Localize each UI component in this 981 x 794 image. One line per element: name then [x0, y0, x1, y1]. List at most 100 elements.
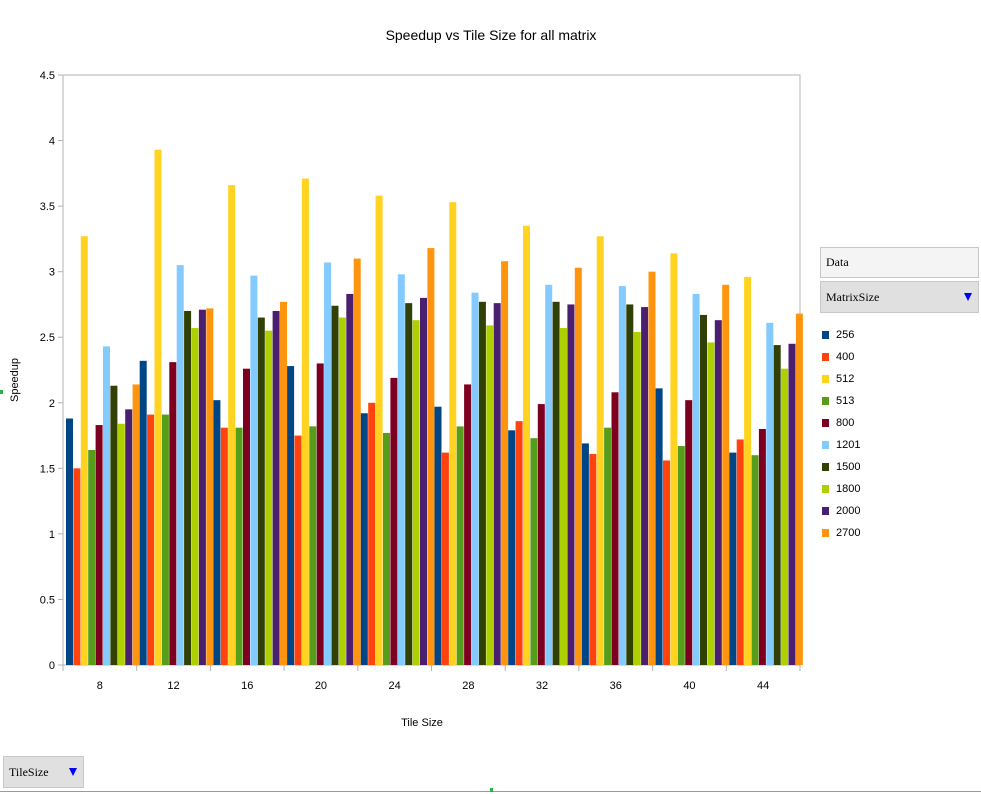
x-tick-label: 8 — [97, 680, 103, 692]
dropdown-arrow-icon[interactable] — [69, 768, 77, 776]
bar-513-32 — [530, 438, 538, 665]
bar-400-36 — [589, 453, 597, 665]
legend-label: 400 — [836, 351, 855, 363]
legend-item: 800 — [822, 412, 860, 434]
bar-400-20 — [294, 435, 302, 665]
bar-1201-44 — [766, 322, 774, 665]
legend-item: 2000 — [822, 500, 860, 522]
y-tick-label: 3.5 — [40, 201, 55, 213]
pivot-row-field-label: TileSize — [9, 764, 49, 779]
x-tick-label: 32 — [536, 680, 548, 692]
bar-1201-40 — [692, 293, 700, 665]
bar-400-16 — [220, 427, 228, 665]
legend-swatch — [822, 463, 829, 471]
bottom-marker — [490, 788, 493, 792]
x-tick-label: 12 — [167, 680, 179, 692]
y-axis-title: Speedup — [9, 358, 21, 402]
pivot-data-field-label: Data — [826, 255, 849, 269]
x-tick-label: 40 — [683, 680, 695, 692]
bar-1500-24 — [405, 303, 413, 665]
bar-256-28 — [434, 406, 442, 665]
legend-item: 2700 — [822, 522, 860, 544]
legend-swatch — [822, 419, 829, 427]
bar-513-40 — [677, 446, 685, 665]
bar-256-20 — [287, 366, 295, 665]
bar-400-12 — [147, 414, 155, 665]
bar-2700-44 — [795, 313, 803, 665]
y-tick-label: 4 — [49, 136, 55, 148]
bar-1201-32 — [545, 284, 553, 665]
y-tick-label: 3 — [49, 267, 55, 279]
pivot-column-field-label: MatrixSize — [826, 289, 880, 304]
bar-513-44 — [751, 455, 759, 665]
bar-1201-36 — [618, 286, 626, 665]
pivot-row-field-dropdown[interactable]: TileSize — [3, 756, 84, 788]
legend-swatch — [822, 485, 829, 493]
legend-label: 2000 — [836, 505, 861, 517]
bar-513-36 — [604, 427, 612, 665]
bar-512-32 — [523, 225, 530, 665]
pivot-data-field[interactable]: Data — [820, 247, 979, 278]
legend-label: 1800 — [836, 483, 861, 495]
bar-513-28 — [456, 426, 464, 665]
bar-512-16 — [228, 185, 236, 665]
y-tick-label: 2 — [49, 398, 55, 410]
bar-512-8 — [80, 236, 88, 665]
legend-item: 1500 — [822, 456, 860, 478]
bar-513-16 — [235, 427, 243, 665]
y-tick-label: 1 — [49, 529, 55, 541]
bar-256-12 — [139, 360, 147, 665]
bar-513-24 — [383, 432, 390, 665]
bar-1201-8 — [103, 346, 110, 665]
bar-2000-40 — [714, 320, 722, 665]
bar-513-12 — [161, 414, 169, 665]
bar-400-24 — [368, 402, 376, 665]
bar-2700-8 — [132, 384, 140, 665]
bar-1201-20 — [324, 262, 332, 665]
bar-1201-12 — [176, 265, 184, 665]
bar-800-40 — [685, 400, 693, 665]
bar-2700-20 — [353, 258, 361, 665]
bar-1201-28 — [471, 292, 479, 665]
legend-label: 256 — [836, 329, 855, 341]
bar-1800-28 — [486, 325, 494, 665]
bar-512-44 — [744, 276, 752, 665]
bar-2000-16 — [272, 311, 280, 665]
bar-512-12 — [154, 149, 162, 665]
legend-label: 512 — [836, 373, 855, 385]
bar-400-40 — [663, 460, 670, 665]
y-tick-label: 1.5 — [40, 463, 55, 475]
bar-1500-28 — [478, 301, 486, 665]
bar-256-24 — [360, 413, 368, 665]
bar-1800-16 — [265, 330, 273, 665]
y-tick-label: 2.5 — [40, 332, 55, 344]
legend-item: 256 — [822, 324, 860, 346]
bar-512-40 — [670, 253, 678, 666]
bar-1500-36 — [626, 304, 634, 665]
x-tick-label: 16 — [241, 680, 253, 692]
chart-title: Speedup vs Tile Size for all matrix — [386, 27, 597, 43]
bar-800-28 — [464, 384, 472, 665]
dropdown-arrow-icon[interactable] — [964, 293, 972, 301]
bar-2000-12 — [198, 309, 206, 665]
x-axis-title: Tile Size — [401, 717, 443, 729]
bar-512-36 — [596, 236, 604, 665]
bar-256-36 — [581, 443, 589, 665]
bar-800-8 — [95, 425, 103, 665]
bar-256-16 — [213, 400, 221, 665]
bar-513-8 — [88, 449, 96, 665]
legend-swatch — [822, 331, 829, 339]
bar-1800-12 — [191, 328, 199, 665]
bar-256-32 — [508, 430, 516, 665]
y-tick-label: 4.5 — [40, 70, 55, 82]
pivot-column-field-dropdown[interactable]: MatrixSize — [820, 281, 979, 313]
bar-2700-40 — [722, 284, 730, 665]
legend-swatch — [822, 353, 829, 361]
legend-label: 513 — [836, 395, 855, 407]
bar-1500-8 — [110, 385, 118, 665]
legend-label: 1500 — [836, 461, 861, 473]
bar-1800-20 — [338, 317, 346, 665]
legend-label: 800 — [836, 417, 855, 429]
bar-512-24 — [375, 195, 383, 665]
bar-2000-44 — [788, 343, 796, 665]
